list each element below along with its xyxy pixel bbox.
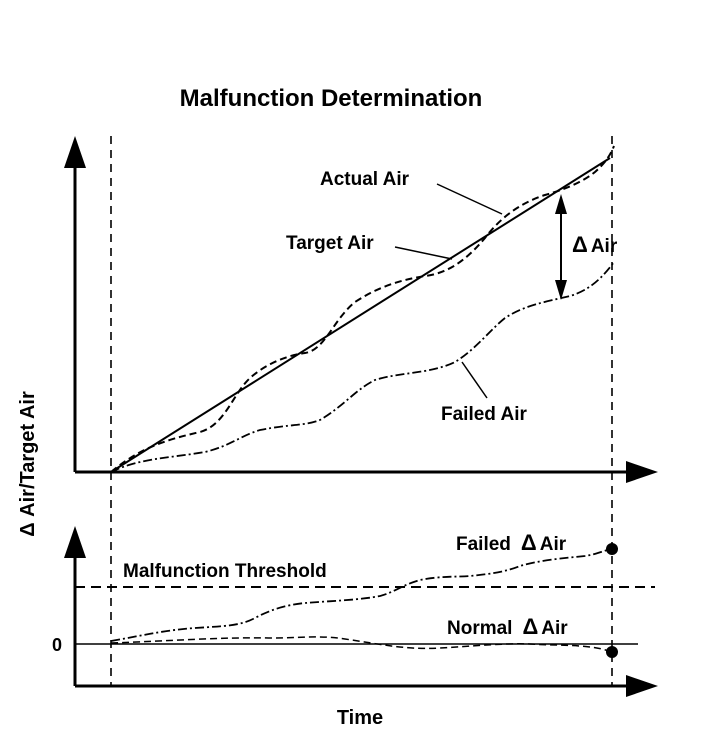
top-x-arrowhead — [626, 461, 658, 483]
diagram-title: Malfunction Determination — [180, 85, 483, 112]
target-air-line — [110, 157, 611, 473]
bottom-x-arrowhead — [626, 675, 658, 697]
bottom-y-arrowhead — [64, 526, 86, 558]
zero-tick-label: 0 — [52, 635, 62, 655]
normal-delta-air-label: Normal Δ Air — [447, 614, 568, 639]
y-axis-title: Δ Air/Target Air — [17, 391, 39, 537]
malfunction-threshold-label: Malfunction Threshold — [123, 561, 327, 582]
normal-delta-air-text: Air — [541, 618, 568, 639]
delta-air-text: Air — [591, 236, 618, 257]
failed-air-leader — [461, 361, 488, 399]
failed-delta-air-label: Failed Δ Air — [456, 530, 567, 555]
top-y-arrowhead — [64, 136, 86, 168]
top-panel — [64, 136, 658, 483]
failed-delta-air-curve — [110, 548, 613, 642]
delta-air-arrow-bottom-head — [555, 280, 567, 300]
normal-delta-air-curve — [110, 636, 613, 653]
failed-delta-air-endpoint — [606, 543, 618, 555]
failed-delta-air-symbol: Δ — [521, 530, 537, 555]
target-air-leader — [394, 246, 453, 260]
delta-air-arrow — [555, 194, 567, 300]
failed-delta-air-text: Air — [540, 534, 567, 555]
normal-delta-air-prefix: Normal — [447, 618, 512, 639]
failed-air-label: Failed Air — [441, 404, 527, 425]
target-air-label: Target Air — [286, 233, 374, 254]
delta-air-arrow-top-head — [555, 194, 567, 214]
actual-air-curve — [110, 145, 615, 473]
failed-air-curve — [110, 261, 615, 473]
normal-delta-air-symbol: Δ — [522, 614, 538, 639]
delta-air-symbol: Δ — [572, 232, 588, 257]
failed-delta-air-prefix: Failed — [456, 534, 511, 555]
x-axis-title: Time — [337, 707, 383, 729]
actual-air-label: Actual Air — [320, 169, 410, 190]
normal-delta-air-endpoint — [606, 646, 618, 658]
actual-air-leader — [436, 183, 503, 215]
delta-air-label: Δ Air — [572, 232, 618, 257]
bottom-panel — [64, 526, 658, 697]
